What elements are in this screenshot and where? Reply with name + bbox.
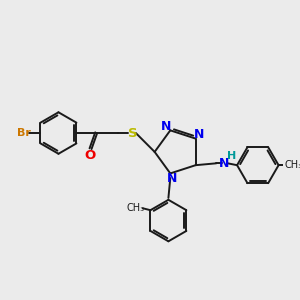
Text: N: N <box>167 172 177 184</box>
Text: O: O <box>84 149 95 162</box>
Text: S: S <box>128 127 138 140</box>
Text: CH₃: CH₃ <box>285 160 300 170</box>
Text: N: N <box>219 157 229 170</box>
Text: H: H <box>227 151 236 161</box>
Text: N: N <box>194 128 205 141</box>
Text: CH₃: CH₃ <box>126 203 144 213</box>
Text: N: N <box>161 120 172 133</box>
Text: Br: Br <box>16 128 31 138</box>
